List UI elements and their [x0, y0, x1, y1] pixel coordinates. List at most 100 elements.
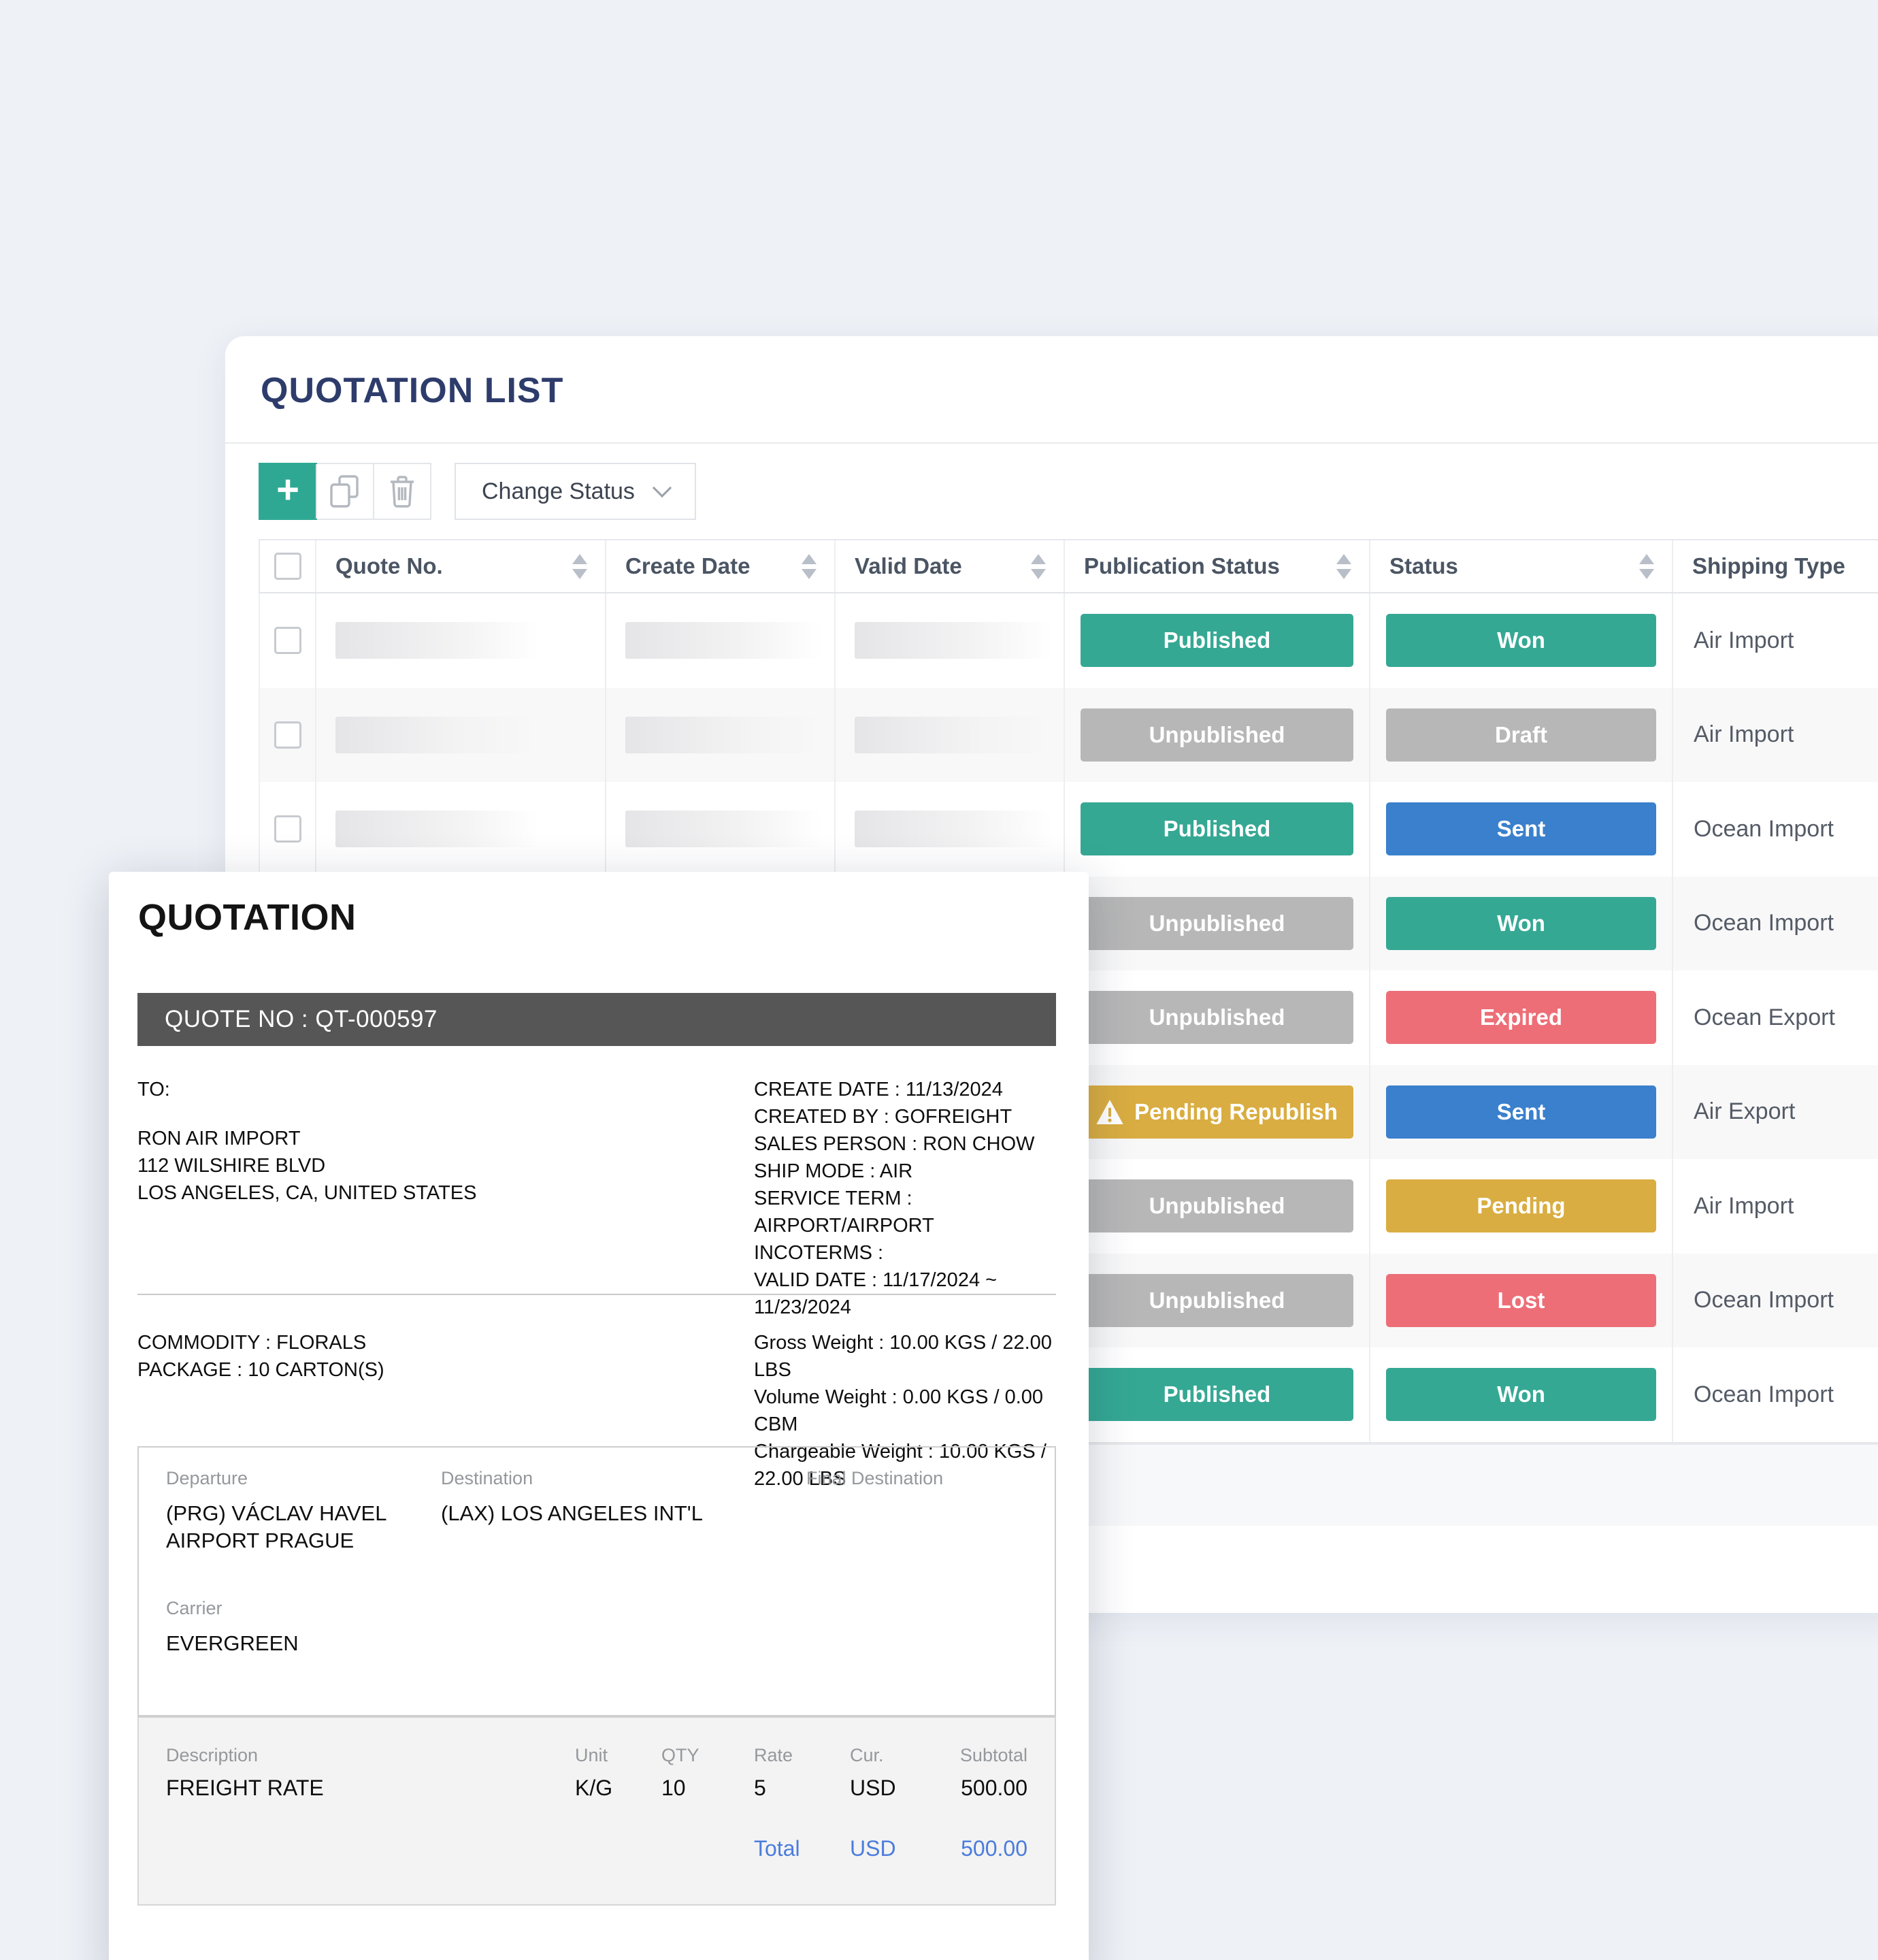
shipping-type-cell: Ocean Import — [1694, 815, 1834, 842]
status-badge: Sent — [1386, 802, 1656, 856]
weight-line: Chargeable Weight : 10.00 KGS / 22.00 LB… — [754, 1441, 1047, 1490]
detail-line: SERVICE TERM : AIRPORT/AIRPORT — [754, 1188, 934, 1237]
table-row[interactable]: Unpublished Draft Air Import — [260, 687, 1878, 782]
list-toolbar: + Change St — [259, 463, 696, 520]
table-header-row: Quote No. Create Date Valid Date Publica… — [259, 539, 1878, 593]
create-date-placeholder — [625, 622, 823, 659]
commodity-line: COMMODITY : FLORALS — [137, 1332, 367, 1354]
column-header-publication-status[interactable]: Publication Status — [1065, 540, 1370, 592]
trash-icon — [391, 476, 414, 508]
plus-icon: + — [276, 468, 299, 512]
warning-icon — [1096, 1099, 1123, 1124]
rate-header-unit: Unit — [575, 1745, 608, 1765]
shipping-type-cell: Ocean Import — [1694, 910, 1834, 936]
column-header-shipping-type[interactable]: Shipping Type — [1692, 553, 1845, 578]
document-title: QUOTATION — [138, 897, 357, 938]
status-badge: Expired — [1386, 991, 1656, 1045]
rate-rate: 5 — [754, 1776, 766, 1800]
table-row[interactable]: Published Won Air Import — [260, 593, 1878, 688]
toolbar-button-group: + — [259, 463, 431, 520]
quotation-document: QUOTATION QUOTE NO : QT-000597 TO: RON A… — [109, 872, 1089, 1960]
rate-header-subtotal: Subtotal — [959, 1745, 1027, 1765]
publication-status-badge: Published — [1081, 1368, 1353, 1422]
carrier-label: Carrier — [166, 1598, 223, 1618]
recipient-address: RON AIR IMPORT 112 WILSHIRE BLVD LOS ANG… — [137, 1125, 477, 1207]
departure-label: Departure — [166, 1468, 248, 1488]
chevron-down-icon — [652, 478, 672, 498]
quote-no-placeholder — [335, 811, 540, 848]
row-checkbox[interactable] — [274, 721, 301, 749]
quote-no-text: QUOTE NO : QT-000597 — [165, 1006, 438, 1032]
valid-date-placeholder — [855, 716, 1052, 753]
sort-icon — [1336, 553, 1351, 579]
rate-header-description: Description — [166, 1745, 259, 1765]
publication-status-badge: Unpublished — [1081, 896, 1353, 950]
detail-line: SHIP MODE : AIR — [754, 1160, 913, 1182]
publication-status-badge: Published — [1081, 802, 1353, 856]
shipping-type-cell: Ocean Import — [1694, 1381, 1834, 1407]
column-header-status[interactable]: Status — [1370, 540, 1673, 592]
quote-no-placeholder — [335, 716, 540, 753]
column-header-create-date[interactable]: Create Date — [606, 540, 836, 592]
address-line: LOS ANGELES, CA, UNITED STATES — [137, 1182, 477, 1204]
destination-value: (LAX) LOS ANGELES INT'L — [441, 1501, 703, 1525]
status-badge: Won — [1386, 614, 1656, 668]
change-status-dropdown[interactable]: Change Status — [455, 463, 696, 520]
document-details: CREATE DATE : 11/13/2024 CREATED BY : GO… — [754, 1076, 1089, 1321]
quote-no-bar: QUOTE NO : QT-000597 — [137, 993, 1056, 1046]
select-all-checkbox[interactable] — [274, 553, 301, 580]
sort-icon — [1639, 553, 1654, 579]
rate-row: FREIGHT RATE K/G 10 5 USD 500.00 — [166, 1776, 1027, 1801]
rate-qty: 10 — [661, 1776, 686, 1800]
commodity-line: PACKAGE : 10 CARTON(S) — [137, 1359, 384, 1381]
final-destination-label: Final Destination — [806, 1468, 944, 1488]
section-divider — [137, 1294, 1056, 1295]
table-row[interactable]: Published Sent Ocean Import — [260, 782, 1878, 877]
copy-quotation-button[interactable] — [316, 464, 373, 519]
quote-no-placeholder — [335, 622, 540, 659]
status-badge: Won — [1386, 1368, 1656, 1422]
sort-icon — [1031, 553, 1046, 579]
carrier-value: EVERGREEN — [166, 1631, 299, 1655]
rate-table-header: Description Unit QTY Rate Cur. Subtotal — [166, 1745, 1027, 1766]
publication-status-badge: Unpublished — [1081, 1179, 1353, 1233]
publication-status-badge: Published — [1081, 614, 1353, 668]
commodity-info: COMMODITY : FLORALS PACKAGE : 10 CARTON(… — [137, 1329, 384, 1384]
address-line: 112 WILSHIRE BLVD — [137, 1155, 326, 1177]
rate-unit: K/G — [575, 1776, 613, 1800]
rate-header-qty: QTY — [661, 1745, 699, 1765]
status-badge: Won — [1386, 896, 1656, 950]
rate-table: Description Unit QTY Rate Cur. Subtotal … — [137, 1716, 1056, 1906]
create-date-placeholder — [625, 716, 823, 753]
rate-header-rate: Rate — [754, 1745, 793, 1765]
weight-line: Volume Weight : 0.00 KGS / 0.00 CBM — [754, 1386, 1044, 1435]
total-row: Total USD 500.00 — [166, 1836, 1027, 1861]
row-checkbox[interactable] — [274, 815, 301, 843]
departure-value: (PRG) VÁCLAV HAVEL AIRPORT PRAGUE — [166, 1501, 386, 1552]
select-all-cell — [260, 540, 316, 592]
column-header-quote-no[interactable]: Quote No. — [316, 540, 606, 592]
total-amount: 500.00 — [961, 1836, 1027, 1861]
sort-icon — [572, 553, 587, 579]
detail-line: CREATE DATE : 11/13/2024 — [754, 1079, 1003, 1100]
row-checkbox[interactable] — [274, 627, 301, 655]
create-date-placeholder — [625, 811, 823, 848]
delete-quotation-button[interactable] — [373, 464, 430, 519]
change-status-label: Change Status — [482, 478, 635, 504]
rate-description: FREIGHT RATE — [166, 1776, 324, 1800]
copy-icon — [330, 475, 359, 508]
column-header-valid-date[interactable]: Valid Date — [836, 540, 1065, 592]
add-quotation-button[interactable]: + — [259, 463, 317, 520]
to-label: TO: — [137, 1079, 170, 1100]
sort-icon — [802, 553, 817, 579]
detail-line: SALES PERSON : RON CHOW — [754, 1133, 1035, 1155]
publication-status-badge: Unpublished — [1081, 1273, 1353, 1327]
shipping-type-cell: Air Import — [1694, 721, 1794, 748]
destination-label: Destination — [441, 1468, 533, 1488]
detail-line: INCOTERMS : — [754, 1242, 884, 1264]
status-badge: Pending — [1386, 1179, 1656, 1233]
title-divider — [225, 442, 1878, 444]
total-label: Total — [754, 1836, 800, 1861]
shipping-type-cell: Air Export — [1694, 1098, 1796, 1125]
